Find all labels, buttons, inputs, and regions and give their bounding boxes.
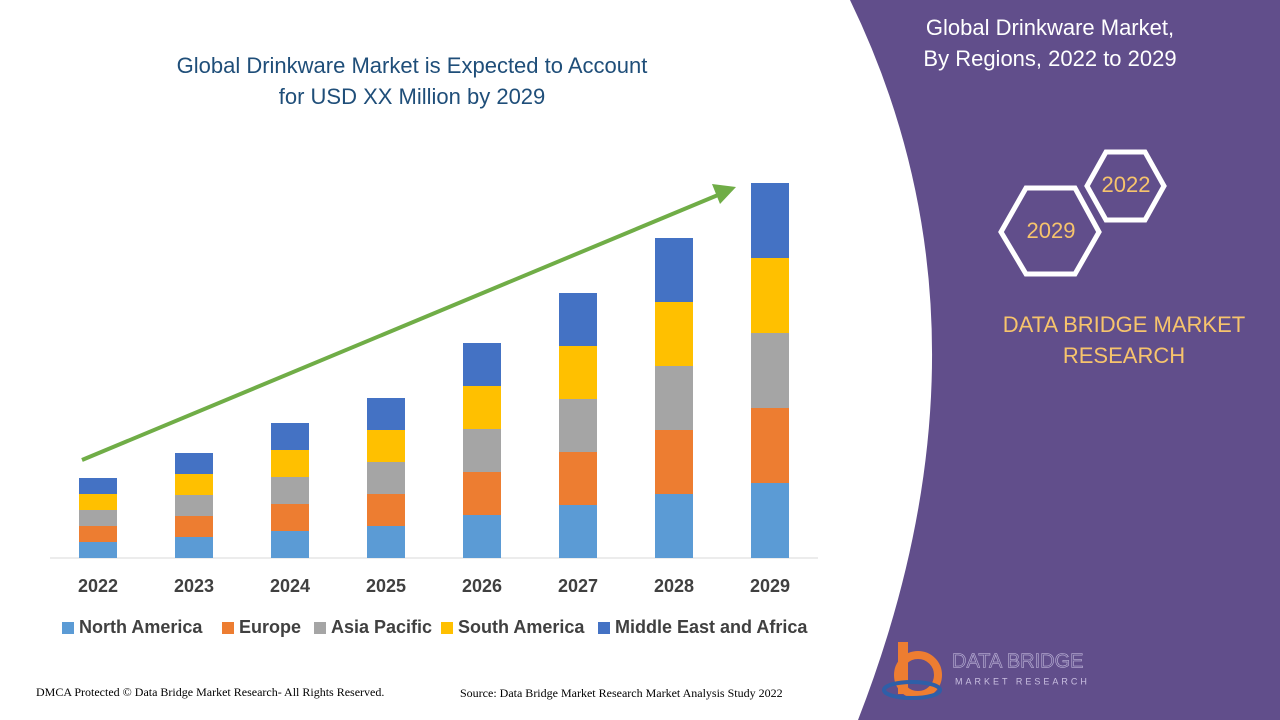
bar-segment	[463, 429, 501, 472]
bar-segment	[751, 408, 789, 483]
x-tick-label: 2029	[750, 576, 790, 596]
bar-segment	[463, 343, 501, 386]
bar-segment	[751, 333, 789, 408]
hexagon-label: 2029	[1027, 218, 1076, 243]
bar-segment	[79, 542, 117, 558]
x-tick-label: 2023	[174, 576, 214, 596]
legend-label: South America	[458, 617, 585, 637]
legend-label: North America	[79, 617, 203, 637]
bar-segment	[463, 515, 501, 558]
bar-segment	[559, 399, 597, 452]
bar-segment	[271, 450, 309, 477]
logo-tagline: MARKET RESEARCH	[955, 676, 1090, 686]
bar-segment	[79, 510, 117, 526]
bar-segment	[175, 474, 213, 495]
hexagon-label: 2022	[1102, 172, 1151, 197]
footer-source: Source: Data Bridge Market Research Mark…	[460, 686, 783, 700]
panel-title: Global Drinkware Market,	[926, 15, 1174, 40]
brand-text: DATA BRIDGE MARKET	[1003, 312, 1245, 337]
bar-segment	[751, 183, 789, 258]
bar-segment	[559, 505, 597, 558]
bar-segment	[751, 258, 789, 333]
bar-segment	[367, 430, 405, 462]
bar-segment	[175, 495, 213, 516]
bar-segment	[655, 494, 693, 558]
x-tick-label: 2026	[462, 576, 502, 596]
side-panel	[850, 0, 1280, 720]
bar-segment	[79, 526, 117, 542]
chart-title: for USD XX Million by 2029	[279, 84, 546, 109]
brand-text: RESEARCH	[1063, 343, 1185, 368]
trend-arrowhead	[712, 184, 736, 204]
chart-title: Global Drinkware Market is Expected to A…	[177, 53, 648, 78]
logo: DATA BRIDGE MARKET RESEARCH	[882, 642, 1090, 700]
bar-segment	[271, 477, 309, 504]
legend-swatch	[62, 622, 74, 634]
bar-segment	[175, 516, 213, 537]
trend-arrow	[81, 193, 719, 462]
bar-segment	[655, 366, 693, 430]
footer-copyright: DMCA Protected © Data Bridge Market Rese…	[36, 685, 384, 699]
bar-segment	[559, 346, 597, 399]
legend-swatch	[314, 622, 326, 634]
legend-swatch	[222, 622, 234, 634]
legend-swatch	[598, 622, 610, 634]
logo-name: DATA BRIDGE	[952, 650, 1084, 672]
x-tick-label: 2022	[78, 576, 118, 596]
bar-segment	[271, 531, 309, 558]
bar-segment	[175, 453, 213, 474]
bar-segment	[367, 462, 405, 494]
x-tick-label: 2024	[270, 576, 310, 596]
bar-segment	[655, 430, 693, 494]
x-tick-label: 2028	[654, 576, 694, 596]
hexagon	[1084, 149, 1167, 223]
legend-label: Middle East and Africa	[615, 617, 808, 637]
bar-segment	[655, 302, 693, 366]
x-tick-label: 2025	[366, 576, 406, 596]
bar-segment	[463, 386, 501, 429]
logo-mark	[882, 680, 942, 700]
logo-mark	[894, 651, 942, 699]
bar-segment	[559, 293, 597, 346]
bar-segment	[367, 526, 405, 558]
bar-segment	[79, 494, 117, 510]
legend-swatch	[441, 622, 453, 634]
bar-segment	[463, 472, 501, 515]
legend-label: Asia Pacific	[331, 617, 432, 637]
bar-segment	[367, 398, 405, 430]
bar-segment	[79, 478, 117, 494]
x-tick-label: 2027	[558, 576, 598, 596]
bar-segment	[271, 423, 309, 450]
panel-title: By Regions, 2022 to 2029	[923, 46, 1176, 71]
legend-label: Europe	[239, 617, 301, 637]
bar-segment	[175, 537, 213, 558]
bar-segment	[655, 238, 693, 302]
bar-segment	[751, 483, 789, 558]
bar-segment	[271, 504, 309, 531]
hexagon	[998, 185, 1102, 277]
bar-segment	[559, 452, 597, 505]
bar-segment	[367, 494, 405, 526]
